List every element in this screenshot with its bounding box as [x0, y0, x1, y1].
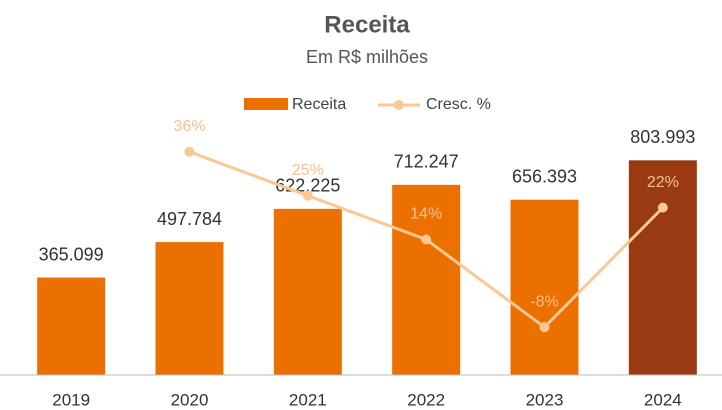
- bar-value-label: 712.247: [394, 152, 459, 172]
- growth-value-label: 22%: [647, 174, 679, 191]
- bar: [155, 242, 224, 375]
- bar: [510, 199, 579, 375]
- growth-value-label: 36%: [173, 118, 205, 135]
- x-tick-label: 2022: [407, 390, 445, 409]
- bar: [392, 184, 461, 375]
- growth-marker: [302, 190, 313, 201]
- legend-label: Cresc. %: [426, 96, 491, 113]
- legend-label: Receita: [292, 96, 346, 113]
- growth-value-label: -8%: [530, 293, 558, 310]
- growth-marker: [421, 234, 432, 245]
- growth-value-label: 25%: [292, 162, 324, 179]
- chart-title: Receita: [324, 11, 410, 38]
- x-tick-label: 2021: [289, 390, 327, 409]
- bar-value-label: 365.099: [39, 244, 104, 264]
- growth-value-label: 14%: [410, 206, 442, 223]
- growth-marker: [539, 322, 550, 333]
- bar: [628, 160, 697, 375]
- bar: [273, 208, 342, 375]
- legend-swatch: [244, 98, 288, 110]
- bar-value-label: 497.784: [157, 209, 222, 229]
- x-tick-label: 2020: [171, 390, 209, 409]
- legend-marker: [394, 100, 404, 110]
- chart-subtitle: Em R$ milhões: [306, 47, 428, 67]
- growth-marker: [657, 202, 668, 213]
- growth-marker: [184, 146, 195, 157]
- x-tick-label: 2019: [52, 390, 90, 409]
- bar: [37, 277, 106, 375]
- x-tick-label: 2024: [644, 390, 682, 409]
- bar-value-label: 803.993: [630, 127, 695, 147]
- bar-value-label: 656.393: [512, 166, 577, 186]
- x-tick-label: 2023: [526, 390, 564, 409]
